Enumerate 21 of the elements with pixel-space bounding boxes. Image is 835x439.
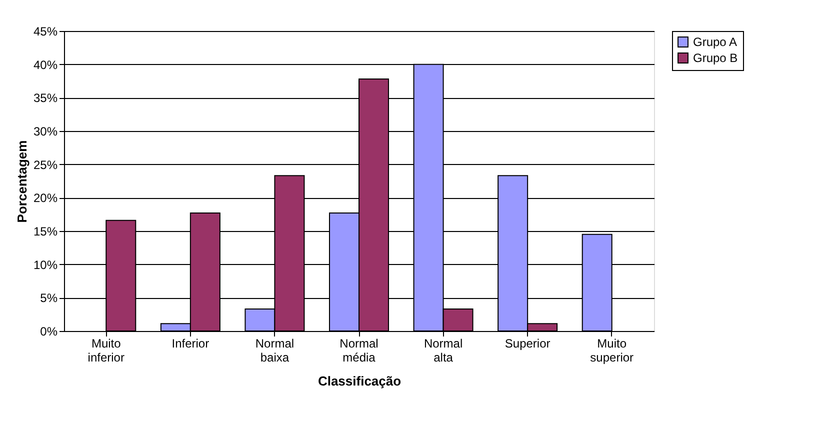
y-tick-label: 20% bbox=[33, 191, 58, 206]
legend-label: Grupo B bbox=[693, 51, 738, 65]
x-tick-label: Normal baixa bbox=[255, 336, 294, 364]
x-tick-label: Muito superior bbox=[590, 336, 634, 364]
y-tick-label: 10% bbox=[33, 258, 58, 272]
y-axis-title: Porcentagem bbox=[14, 140, 30, 223]
x-axis-title: Classificação bbox=[318, 374, 402, 388]
x-tick-label: Normal alta bbox=[424, 336, 463, 364]
y-tick-label: 5% bbox=[40, 291, 58, 306]
x-tick-label: Normal média bbox=[340, 336, 378, 364]
y-tick-label: 0% bbox=[40, 324, 58, 338]
y-tick-label: 35% bbox=[33, 91, 58, 106]
y-tick-label: 45% bbox=[33, 24, 58, 38]
y-tick-label: 30% bbox=[33, 124, 58, 138]
legend-label: Grupo A bbox=[693, 35, 738, 49]
y-tick-label: 15% bbox=[33, 224, 58, 238]
y-tick-label: 40% bbox=[33, 58, 58, 72]
x-tick-label: Inferior bbox=[172, 336, 210, 350]
x-tick-label: Muito inferior bbox=[88, 336, 124, 364]
y-tick-label: 25% bbox=[33, 158, 58, 172]
x-tick-label: Superior bbox=[504, 336, 550, 350]
